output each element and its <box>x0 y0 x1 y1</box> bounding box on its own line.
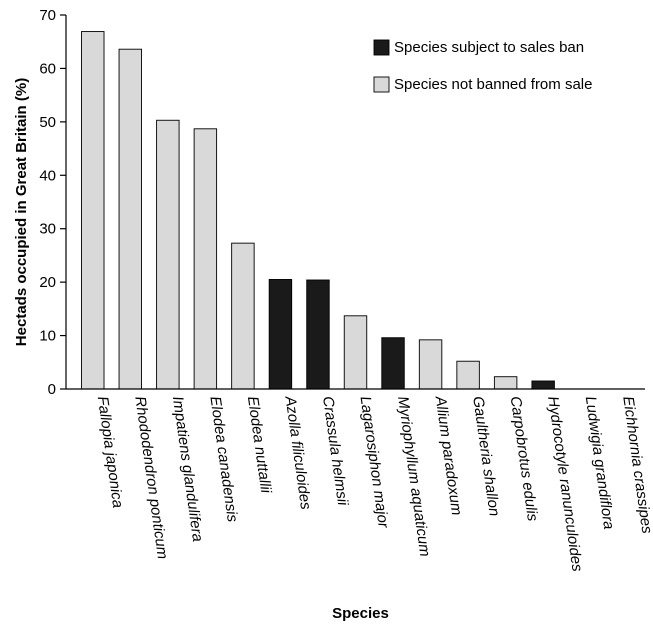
bar <box>343 315 368 390</box>
y-tick-label: 10 <box>39 328 56 345</box>
x-tick-label: Ludwigia grandiflora <box>582 395 618 530</box>
y-axis-ticks: 0 10 20 30 40 50 60 70 <box>39 7 66 398</box>
bar <box>456 360 480 390</box>
x-tick-label: Myriophyllum aquaticum <box>394 395 433 558</box>
legend-label: Species not banned from sale <box>394 76 592 93</box>
bar <box>268 279 293 390</box>
x-tick-label: Elodea nuttallii <box>244 395 275 495</box>
y-tick-label: 60 <box>39 60 56 77</box>
x-tick-label: Hydrocotyle ranunculoides <box>544 395 586 573</box>
bar <box>193 128 218 390</box>
x-tick-label: Eichhornia crassipes <box>619 395 653 535</box>
x-tick-label: Lagarosiphon major <box>357 395 392 530</box>
y-tick-label: 50 <box>39 114 56 131</box>
y-tick-label: 0 <box>48 381 56 398</box>
bar <box>493 376 518 390</box>
x-axis-tick-labels: Fallopia japonica Rhododendron ponticumIm… <box>94 394 653 573</box>
legend-swatch <box>373 76 390 93</box>
x-tick-label: Crassula helmsii <box>319 395 351 507</box>
legend: Species subject to sales ban Species not … <box>373 39 592 93</box>
bar <box>381 337 405 390</box>
bar <box>531 380 555 390</box>
y-tick-label: 40 <box>39 167 56 184</box>
legend-label: Species subject to sales ban <box>394 39 584 56</box>
x-tick-label: Azolla filiculoides <box>281 394 314 511</box>
x-tick-label: Elodea canadensis <box>206 395 241 523</box>
y-tick-label: 30 <box>39 221 56 238</box>
x-tick-label: Fallopia japonica <box>94 395 127 509</box>
x-axis-title: Species <box>332 605 389 622</box>
y-tick-label: 20 <box>39 274 56 291</box>
bar <box>81 31 105 390</box>
bar <box>118 48 143 390</box>
x-tick-label: Impatiens glandulifera <box>169 395 206 543</box>
bar <box>418 339 443 390</box>
bar <box>231 242 255 390</box>
y-axis-title: Hectads occupied in Great Britain (%) <box>13 78 30 346</box>
x-tick-label: Carpobrotus edulis <box>507 395 541 523</box>
bar <box>156 119 180 390</box>
bar <box>306 279 330 390</box>
x-tick-label: Rhododendron ponticum <box>131 395 171 560</box>
legend-swatch <box>373 39 390 56</box>
y-tick-label: 70 <box>39 7 56 24</box>
x-tick-label: Gaultheria shallon <box>469 395 503 517</box>
x-tick-label: Allium paradoxum <box>431 394 465 516</box>
